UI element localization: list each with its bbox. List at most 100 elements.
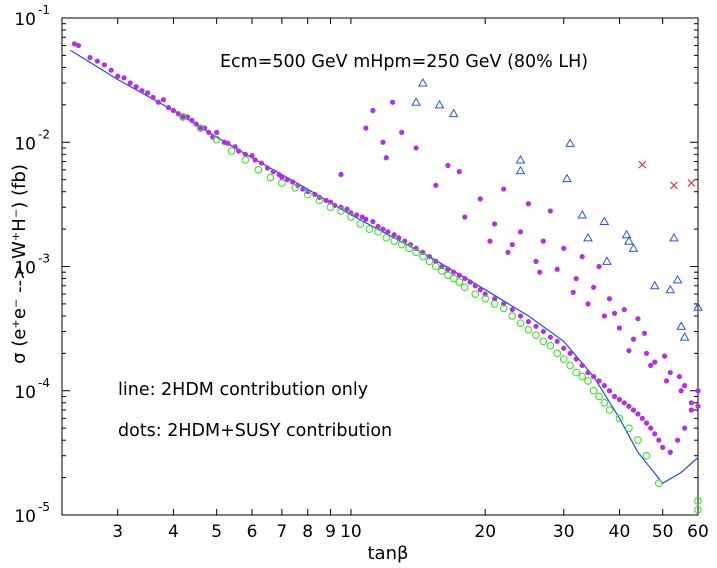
data-point-dot <box>252 157 258 163</box>
data-point-dot <box>477 287 483 293</box>
data-point-triangle <box>621 229 632 239</box>
data-point-cross <box>687 179 696 187</box>
data-point-dot <box>567 350 573 356</box>
data-point-dot <box>667 449 673 455</box>
data-point-circle <box>615 414 624 423</box>
y-tick-label-exponent: -3 <box>38 252 50 266</box>
data-point-dot <box>75 42 82 49</box>
data-point-dot <box>660 444 666 450</box>
data-point-dot <box>501 186 507 192</box>
data-point-dot <box>643 350 650 356</box>
data-point-circle <box>449 274 458 283</box>
data-point-triangle <box>577 209 588 219</box>
data-point-dot <box>674 437 681 443</box>
data-point-dot <box>225 140 231 146</box>
data-point-dot <box>445 162 451 169</box>
data-point-dot <box>621 306 627 313</box>
data-point-dot <box>383 155 389 161</box>
data-point-triangle <box>624 236 634 245</box>
data-point-circle <box>397 240 406 249</box>
data-point-circle <box>654 479 663 488</box>
data-point-triangle <box>672 274 683 284</box>
data-point-dot <box>554 338 560 344</box>
x-tick-label: 8 <box>302 522 313 542</box>
x-tick-label: 5 <box>211 522 222 542</box>
data-point-dot <box>323 197 329 204</box>
data-point-dot <box>270 169 276 175</box>
data-point-dot <box>445 266 451 272</box>
data-point-dot <box>305 189 311 195</box>
data-point-dot <box>354 212 360 218</box>
data-point-dot <box>537 269 543 275</box>
data-point-circle <box>196 124 205 132</box>
data-point-triangle <box>515 165 526 175</box>
x-tick-label: 20 <box>474 522 496 542</box>
data-point-circle <box>499 304 508 313</box>
data-point-circle <box>532 331 540 339</box>
x-axis-label: tanβ <box>368 543 409 564</box>
data-point-dot <box>197 125 204 131</box>
y-tick-label-exponent: -1 <box>38 3 50 17</box>
y-tick-label: 10 <box>14 134 36 154</box>
data-point-dot <box>688 407 695 413</box>
data-point-dot <box>121 75 127 81</box>
annotation-line: line: 2HDM contribution only <box>118 380 368 400</box>
data-point-dot <box>509 306 515 313</box>
data-point-dot <box>363 216 369 222</box>
data-point-dot <box>561 345 567 351</box>
data-point-triangle <box>679 332 690 341</box>
data-point-dot <box>385 229 391 235</box>
data-point-triangle <box>418 77 428 87</box>
data-point-circle <box>694 497 702 505</box>
data-point-circle <box>600 398 609 407</box>
data-point-dot <box>517 229 524 235</box>
data-point-dot <box>695 388 701 394</box>
data-point-dot <box>284 177 290 183</box>
x-tick-label: 10 <box>340 522 362 542</box>
data-point-dot <box>606 296 613 302</box>
data-point-circle <box>382 234 391 242</box>
data-point-circle <box>444 271 452 280</box>
data-point-dot <box>648 362 654 368</box>
data-point-circle <box>471 290 480 298</box>
data-point-circle <box>374 228 382 236</box>
data-point-dot <box>547 334 553 340</box>
data-point-dot <box>570 289 576 295</box>
data-point-dot <box>477 196 483 202</box>
data-point-dot <box>611 393 618 400</box>
data-point-dot <box>249 153 255 159</box>
data-point-triangle <box>693 302 703 311</box>
data-point-dot <box>676 373 682 380</box>
x-tick-label: 50 <box>652 522 674 542</box>
data-point-triangle <box>676 321 687 330</box>
data-point-dot <box>573 275 579 282</box>
data-point-dot <box>242 151 249 157</box>
data-point-circle <box>179 113 187 121</box>
data-point-dot <box>601 313 607 319</box>
data-point-dot <box>363 125 369 131</box>
data-point-dot <box>590 373 597 380</box>
data-point-dot <box>399 129 405 136</box>
data-point-dot <box>433 182 439 188</box>
y-tick-label-exponent: -5 <box>38 500 50 514</box>
data-point-dot <box>312 191 318 198</box>
data-point-dot <box>505 249 511 255</box>
data-point-circle <box>432 262 440 271</box>
data-point-dot <box>585 301 591 307</box>
data-point-dot <box>616 325 623 331</box>
x-tick-label: 6 <box>247 522 258 542</box>
data-point-dot <box>472 283 478 289</box>
data-point-dot <box>115 73 121 79</box>
data-point-circle <box>326 203 335 212</box>
y-tick-label: 10 <box>14 507 36 527</box>
data-point-dot <box>175 111 181 117</box>
data-point-dot <box>639 415 645 421</box>
data-point-circle <box>481 294 489 303</box>
data-point-dot <box>206 129 212 136</box>
data-point-dot <box>462 214 468 220</box>
data-point-circle <box>365 225 374 233</box>
data-point-dot <box>547 208 553 214</box>
data-point-circle <box>625 424 633 432</box>
data-point-dot <box>338 171 344 178</box>
